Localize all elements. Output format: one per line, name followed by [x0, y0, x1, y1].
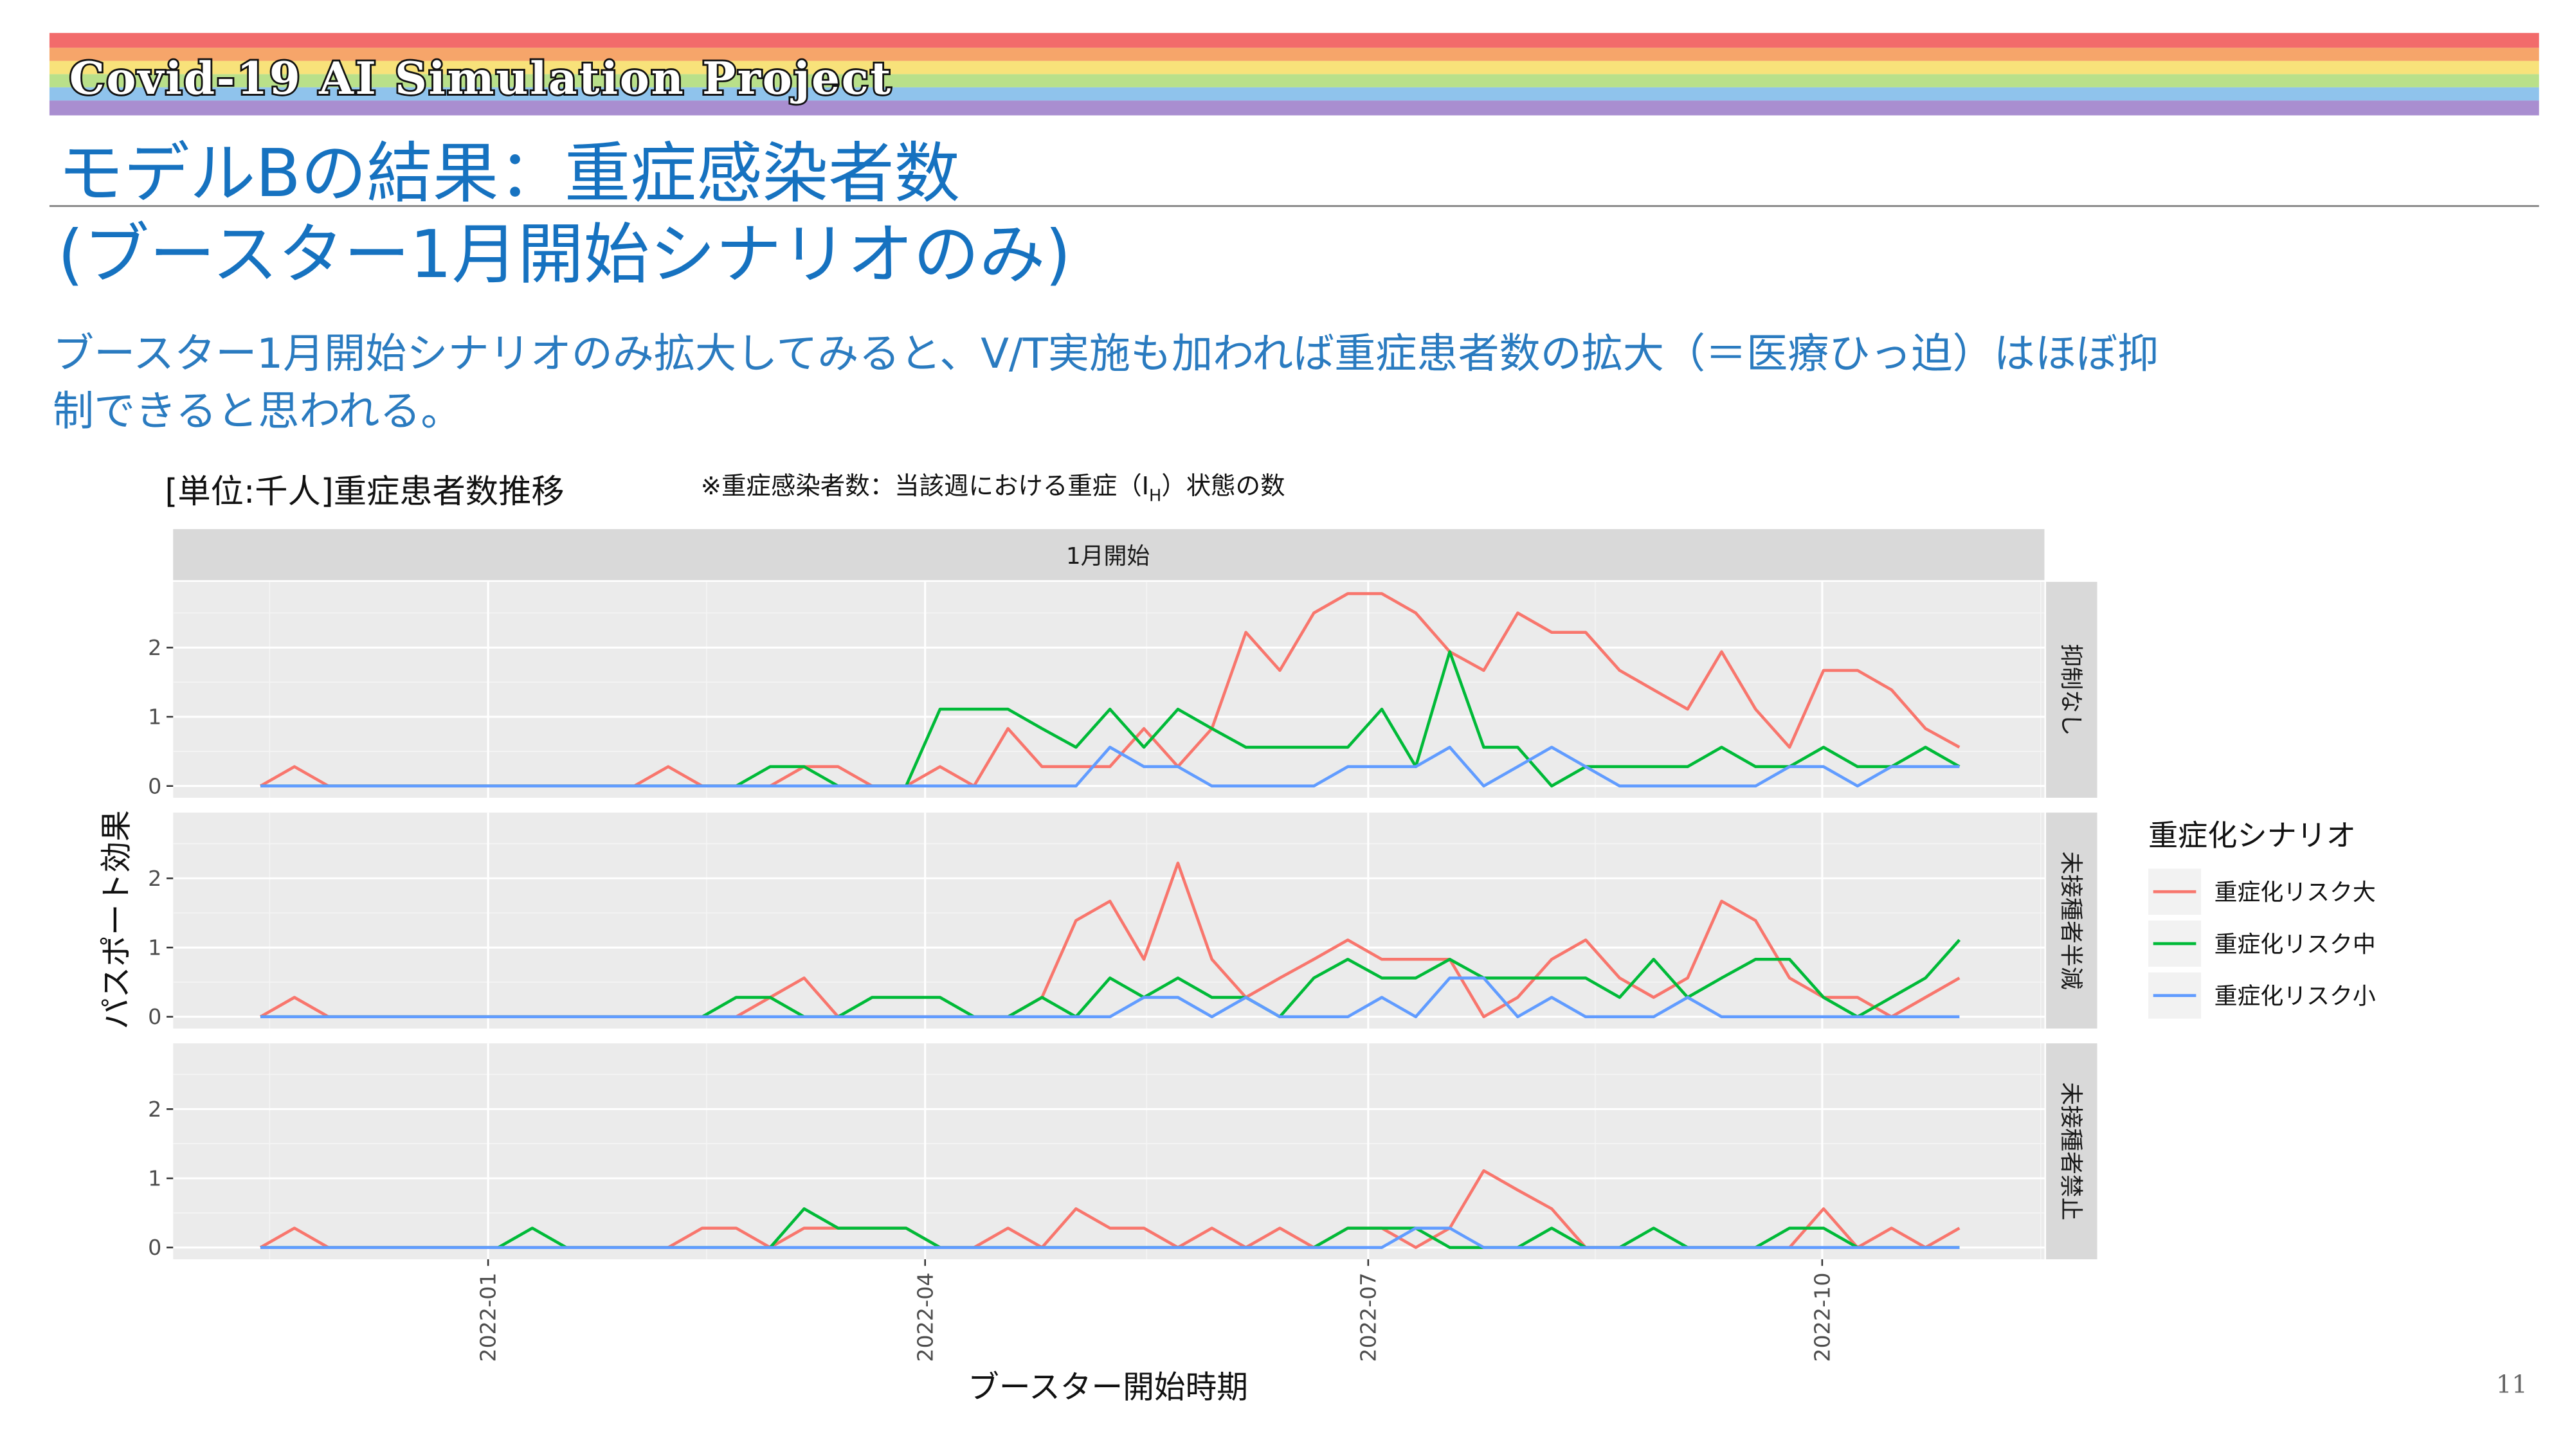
header-banner: Covid-19 AI Simulation Project	[49, 33, 2539, 116]
x-axis-label: ブースター開始時期	[968, 1369, 1248, 1405]
chart-note: ※重症感染者数：当該週における重症（IH）状態の数	[701, 472, 1285, 505]
note-subscript: H	[1149, 486, 1161, 505]
y-tick-label: 2	[148, 1097, 161, 1122]
panel-strip	[2046, 813, 2097, 1029]
x-tick-label: 2022-07	[1355, 1272, 1381, 1362]
slide-title: モデルBの結果：重症感染者数	[58, 136, 960, 212]
y-tick-label: 1	[148, 705, 161, 730]
facet-title: 1月開始	[1066, 543, 1150, 570]
legend-label: 重症化リスク中	[2214, 931, 2376, 958]
y-tick-label: 0	[148, 773, 161, 798]
panel-label: 未接種者半減	[2058, 851, 2084, 989]
slide-title: (ブースター1月開始シナリオのみ)	[58, 217, 1071, 293]
page-number: 11	[2496, 1371, 2528, 1399]
note-part: ）状態の数	[1161, 472, 1285, 501]
panel-label: 抑制なし	[2058, 643, 2084, 736]
y-tick-label: 1	[148, 935, 161, 960]
body-text: 制できると思われる。	[53, 388, 462, 436]
header-title: Covid-19 AI Simulation Project	[69, 53, 892, 105]
series-line	[260, 746, 1960, 788]
panel-background	[173, 582, 2045, 798]
note-part: ※重症感染者数：当該週における重症（I	[701, 472, 1149, 501]
x-tick-label: 2022-10	[1809, 1272, 1834, 1362]
x-tick-label: 2022-01	[476, 1272, 501, 1362]
y-tick-label: 0	[148, 1235, 161, 1260]
x-tick-label: 2022-04	[912, 1272, 937, 1362]
panel-background	[173, 1043, 2045, 1259]
facet-strip	[173, 529, 2045, 580]
body-text: ブースター1月開始シナリオのみ拡大してみると、V/T実施も加われば重症患者数の拡…	[53, 330, 2159, 378]
panel-strip	[2046, 1043, 2097, 1259]
series-line	[260, 976, 1960, 1019]
legend-title: 重症化シナリオ	[2148, 818, 2356, 852]
panel-background	[173, 813, 2045, 1029]
panel-label: 未接種者禁止	[2058, 1082, 2084, 1220]
y-tick-label: 2	[148, 635, 161, 660]
legend-label: 重症化リスク小	[2214, 984, 2376, 1010]
y-tick-label: 0	[148, 1004, 161, 1029]
series-line	[260, 1227, 1960, 1249]
y-tick-label: 2	[148, 866, 161, 891]
y-axis-label: パスポート効果	[98, 810, 134, 1029]
panel-strip	[2046, 582, 2097, 798]
legend-label: 重症化リスク大	[2214, 879, 2376, 906]
chart-title: [単位:千人]重症患者数推移	[165, 472, 564, 511]
y-tick-label: 1	[148, 1166, 161, 1191]
